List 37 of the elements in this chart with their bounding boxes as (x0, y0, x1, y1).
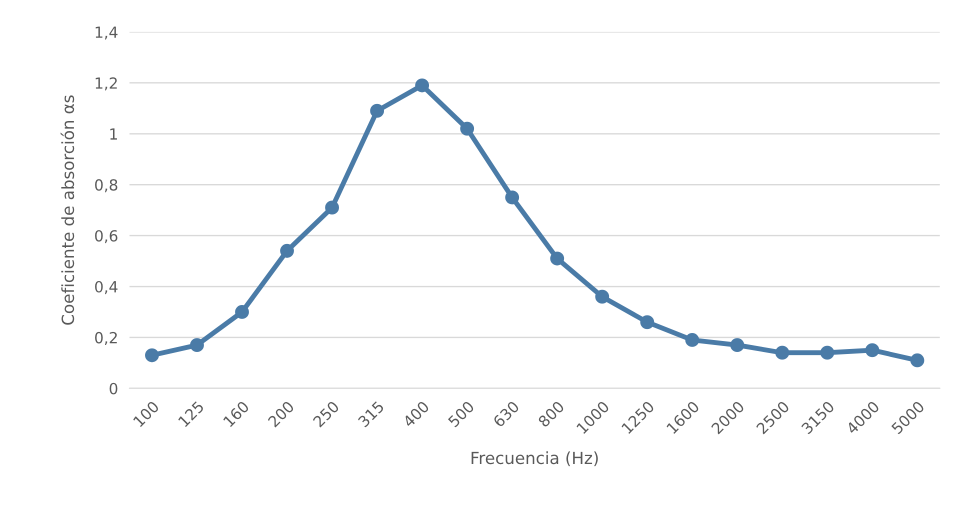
point (730, 338, 744, 352)
point (775, 346, 790, 360)
point (820, 346, 834, 360)
point (640, 315, 654, 330)
x-tick-label: 800 (537, 400, 565, 428)
point (460, 122, 474, 136)
x-tick-label: 630 (492, 400, 520, 428)
point (280, 244, 294, 258)
x-tick-label: 200 (267, 400, 295, 428)
x-tick-label: 400 (402, 400, 430, 428)
x-tick-label: 250 (312, 400, 340, 428)
y-tick-label: 0,6 (95, 230, 118, 244)
point (325, 200, 339, 215)
x-tick-label: 125 (178, 400, 204, 428)
point (505, 190, 520, 204)
point (145, 348, 159, 362)
y-tick-label: 1 (110, 128, 117, 140)
y-axis-title: Coeficiente de absorción αs (60, 95, 74, 325)
point (550, 252, 564, 266)
y-tick-label: 0 (110, 382, 118, 394)
y-tick-label: 0,4 (95, 280, 118, 294)
x-axis-title: Frecuencia (Hz) (472, 451, 598, 466)
x-tick-label: 500 (448, 400, 475, 428)
y-tick-label: 1,2 (96, 77, 117, 90)
point (595, 290, 610, 304)
x-tick-label: 100 (132, 400, 160, 428)
point (370, 104, 384, 118)
x-tick-label: 160 (222, 400, 250, 428)
y-tick-label: 1,4 (96, 26, 118, 40)
point (190, 338, 204, 352)
y-tick-label: 0,8 (95, 179, 118, 192)
point (865, 343, 880, 358)
point (910, 353, 924, 368)
y-tick-label: 0,2 (95, 332, 117, 346)
point (685, 333, 700, 347)
point (235, 305, 249, 319)
point (415, 78, 430, 92)
